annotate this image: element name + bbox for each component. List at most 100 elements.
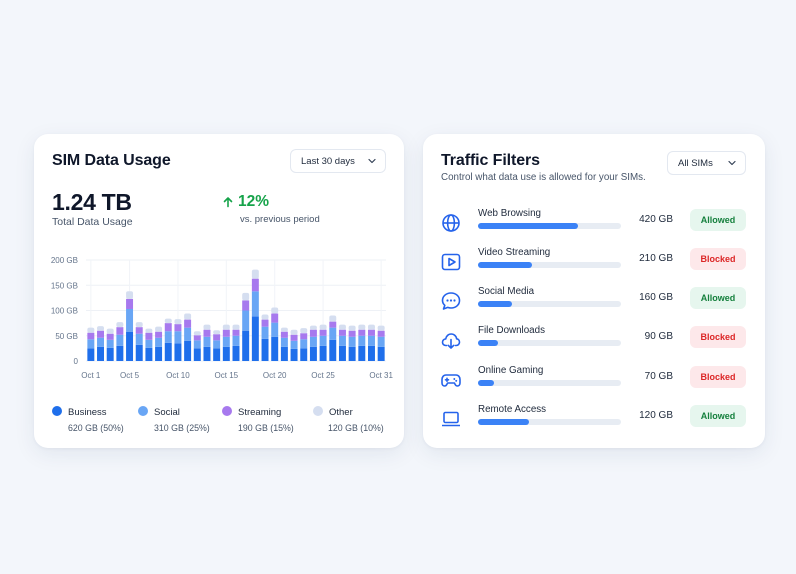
bar-segment-business — [222, 346, 230, 361]
bar-segment-other — [348, 325, 356, 331]
legend-other-label: Other — [329, 407, 353, 418]
bar-segment-streaming — [145, 332, 153, 340]
status-badge[interactable]: Allowed — [690, 287, 746, 309]
filter-row-web-browsing[interactable]: Web Browsing 420 GB Allowed — [423, 208, 765, 240]
status-badge[interactable]: Allowed — [690, 405, 746, 427]
filter-row-video-streaming[interactable]: Video Streaming 210 GB Blocked — [423, 247, 765, 279]
bar-segment-business — [106, 347, 114, 361]
bar-segment-social — [309, 336, 317, 347]
bar-segment-social — [222, 336, 230, 347]
bar-segment-streaming — [203, 329, 211, 337]
bar-segment-streaming — [164, 323, 172, 332]
filter-size: 120 GB — [639, 410, 673, 421]
bar-segment-streaming — [155, 331, 163, 338]
filter-name: Remote Access — [478, 404, 547, 415]
bar-segment-other — [203, 324, 211, 330]
total-usage-label: Total Data Usage — [52, 216, 133, 228]
bar-segment-streaming — [377, 330, 385, 337]
bar-segment-business — [319, 345, 327, 361]
download-icon — [441, 333, 461, 349]
bar-segment-other — [338, 324, 346, 330]
bar-segment-other — [368, 324, 375, 330]
bar-segment-streaming — [290, 334, 298, 341]
bar-segment-social — [232, 335, 240, 346]
bar-segment-social — [290, 340, 298, 349]
bar-segment-business — [232, 345, 240, 361]
status-badge[interactable]: Blocked — [690, 366, 746, 388]
status-badge[interactable]: Allowed — [690, 209, 746, 231]
period-dropdown-label: Last 30 days — [301, 155, 355, 167]
filter-name: Web Browsing — [478, 208, 541, 219]
legend-streaming-dot — [222, 406, 232, 416]
bar-segment-social — [261, 326, 269, 339]
bar-segment-business — [116, 345, 124, 361]
bar-segment-business — [300, 348, 308, 361]
usage-title: SIM Data Usage — [52, 152, 171, 169]
bar-segment-streaming — [106, 333, 114, 340]
legend-social-value: 310 GB (25%) — [154, 423, 210, 433]
bar-segment-business — [184, 340, 192, 361]
bar-segment-social — [338, 335, 346, 346]
y-tick-label: 200 GB — [51, 256, 78, 265]
total-usage-value: 1.24 TB — [52, 189, 132, 215]
bar-segment-other — [213, 330, 221, 335]
legend-social-dot — [138, 406, 148, 416]
status-badge[interactable]: Blocked — [690, 248, 746, 270]
bar-segment-other — [290, 329, 298, 335]
bar-segment-streaming — [348, 330, 356, 337]
bar-segment-business — [242, 330, 250, 361]
sim-scope-label: All SIMs — [678, 157, 713, 169]
y-tick-label: 50 GB — [55, 332, 78, 341]
x-tick-label: Oct 1 — [81, 371, 101, 380]
filter-row-file-downloads[interactable]: File Downloads 90 GB Blocked — [423, 325, 765, 357]
bar-segment-social — [164, 331, 172, 343]
bar-segment-social — [358, 335, 366, 346]
filter-row-remote-access[interactable]: Remote Access 120 GB Allowed — [423, 404, 765, 436]
usage-bar-fill — [478, 223, 579, 229]
bar-segment-social — [213, 340, 221, 349]
bar-segment-business — [329, 339, 337, 361]
bar-segment-other — [145, 328, 153, 333]
filter-name: Video Streaming — [478, 247, 551, 258]
bar-segment-other — [135, 322, 143, 328]
bar-segment-streaming — [126, 298, 134, 309]
bar-segment-social — [126, 308, 134, 332]
bar-segment-business — [164, 342, 172, 361]
bar-segment-business — [309, 346, 317, 361]
bar-segment-business — [280, 346, 288, 361]
bar-segment-other — [174, 319, 182, 325]
sim-scope-dropdown[interactable]: All SIMs — [667, 151, 746, 175]
bar-segment-streaming — [116, 327, 124, 335]
bar-segment-other — [242, 292, 250, 301]
filter-size: 90 GB — [644, 331, 673, 342]
bar-segment-social — [242, 310, 250, 331]
legend-social-label: Social — [154, 407, 180, 418]
bar-segment-streaming — [222, 329, 230, 337]
status-badge[interactable]: Blocked — [690, 326, 746, 348]
bar-segment-social — [106, 339, 114, 348]
filter-row-social-media[interactable]: Social Media 160 GB Allowed — [423, 286, 765, 318]
filters-subtitle: Control what data use is allowed for you… — [441, 172, 646, 183]
gamepad-icon — [441, 374, 461, 387]
filters-title: Traffic Filters — [441, 152, 540, 169]
filter-row-online-gaming[interactable]: Online Gaming 70 GB Blocked — [423, 365, 765, 397]
bar-segment-streaming — [338, 329, 346, 336]
usage-bar — [478, 419, 621, 425]
bar-segment-social — [174, 331, 182, 344]
bar-segment-streaming — [300, 333, 308, 340]
usage-bar-fill — [478, 340, 499, 346]
usage-bar-fill — [478, 301, 513, 307]
bar-segment-other — [164, 318, 172, 324]
bar-segment-streaming — [271, 313, 279, 323]
play-icon — [441, 253, 461, 271]
sim-data-usage-card: SIM Data Usage Last 30 days 1.24 TB Tota… — [34, 134, 404, 448]
bar-segment-business — [290, 348, 298, 361]
bar-segment-streaming — [135, 327, 143, 334]
bar-segment-business — [348, 346, 356, 361]
bar-segment-business — [145, 347, 153, 361]
bar-segment-social — [135, 333, 143, 345]
period-dropdown[interactable]: Last 30 days — [290, 149, 386, 173]
bar-segment-business — [261, 338, 269, 361]
bar-segment-business — [338, 345, 346, 361]
bar-segment-streaming — [174, 324, 182, 332]
